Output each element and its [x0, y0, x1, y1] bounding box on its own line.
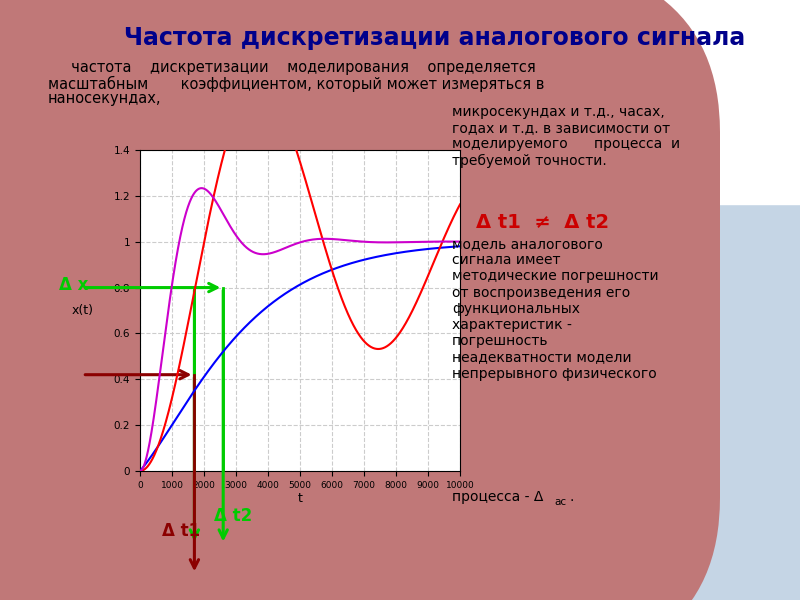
- Text: .: .: [570, 490, 574, 504]
- Text: микросекундах и т.д., часах,
годах и т.д. в зависимости от
моделируемого      пр: микросекундах и т.д., часах, годах и т.д…: [452, 105, 680, 168]
- Text: наносекундах,: наносекундах,: [48, 91, 162, 106]
- Text: Δ t1: Δ t1: [162, 522, 201, 540]
- Text: Δ t1  ≠  Δ t2: Δ t1 ≠ Δ t2: [476, 213, 609, 232]
- Text: Δ x: Δ x: [58, 275, 88, 293]
- Text: Частота дискретизации аналогового сигнала: Частота дискретизации аналогового сигнал…: [124, 26, 746, 50]
- Y-axis label: x(t): x(t): [72, 304, 94, 317]
- Text: процесса - Δ: процесса - Δ: [452, 490, 543, 504]
- Text: частота    дискретизации    моделирования    определяется: частота дискретизации моделирования опре…: [48, 60, 536, 75]
- Text: ac: ac: [554, 497, 566, 507]
- Text: модель аналогового
сигнала имеет
методические погрешности
от воспроизведения его: модель аналогового сигнала имеет методич…: [452, 237, 658, 380]
- Text: Δ t2: Δ t2: [214, 507, 253, 525]
- Text: масштабным       коэффициентом, который может измеряться в: масштабным коэффициентом, который может …: [48, 76, 544, 92]
- X-axis label: t: t: [298, 493, 302, 505]
